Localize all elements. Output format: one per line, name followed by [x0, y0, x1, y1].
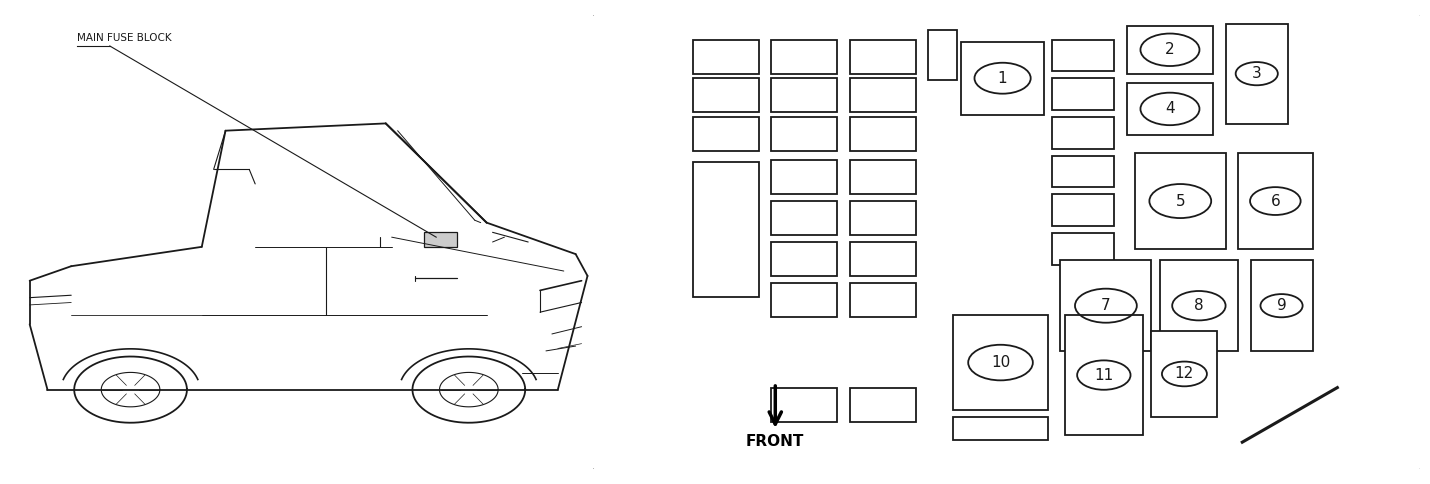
Bar — [771, 117, 838, 151]
Text: 1: 1 — [998, 71, 1007, 86]
Bar — [425, 232, 458, 247]
Bar — [1061, 260, 1151, 351]
Bar — [1238, 153, 1313, 249]
Bar — [1127, 83, 1213, 135]
Bar — [1151, 331, 1217, 417]
Bar — [952, 315, 1048, 410]
Bar — [771, 388, 838, 422]
Polygon shape — [1243, 388, 1337, 442]
Text: 8: 8 — [1194, 298, 1204, 313]
Text: 2: 2 — [1165, 42, 1175, 57]
Text: 4: 4 — [1165, 102, 1175, 117]
Bar — [1052, 40, 1114, 72]
Text: FRONT: FRONT — [746, 434, 805, 449]
Bar — [692, 117, 759, 151]
Bar — [692, 163, 759, 297]
Bar — [771, 283, 838, 317]
Bar — [849, 78, 915, 112]
Bar — [1251, 260, 1313, 351]
Text: 12: 12 — [1175, 366, 1194, 381]
Bar — [1135, 153, 1226, 249]
Bar — [1052, 155, 1114, 187]
Bar — [771, 40, 838, 74]
Bar — [1127, 26, 1213, 74]
Text: 11: 11 — [1094, 367, 1114, 382]
Bar — [692, 78, 759, 112]
Bar — [771, 160, 838, 194]
FancyBboxPatch shape — [589, 12, 1424, 472]
Bar — [1226, 24, 1288, 124]
Bar — [849, 160, 915, 194]
Bar — [961, 42, 1044, 115]
Text: 10: 10 — [991, 355, 1010, 370]
Bar — [771, 242, 838, 276]
Text: 5: 5 — [1175, 194, 1185, 209]
Bar — [849, 242, 915, 276]
Bar — [849, 201, 915, 235]
Bar — [1064, 315, 1143, 436]
Bar — [1160, 260, 1238, 351]
Bar — [849, 388, 915, 422]
Bar — [849, 117, 915, 151]
Bar — [692, 40, 759, 74]
Bar — [1052, 194, 1114, 226]
Bar — [849, 283, 915, 317]
Bar — [771, 201, 838, 235]
Bar — [952, 417, 1048, 440]
Bar — [1052, 78, 1114, 110]
Text: 6: 6 — [1270, 194, 1280, 209]
Text: MAIN FUSE BLOCK: MAIN FUSE BLOCK — [77, 33, 172, 43]
Bar — [1052, 117, 1114, 149]
Text: 7: 7 — [1101, 298, 1111, 313]
Bar — [928, 30, 957, 80]
Text: 9: 9 — [1277, 298, 1287, 313]
Bar — [849, 40, 915, 74]
Bar — [771, 78, 838, 112]
Bar — [1052, 233, 1114, 265]
Text: 3: 3 — [1251, 66, 1261, 81]
